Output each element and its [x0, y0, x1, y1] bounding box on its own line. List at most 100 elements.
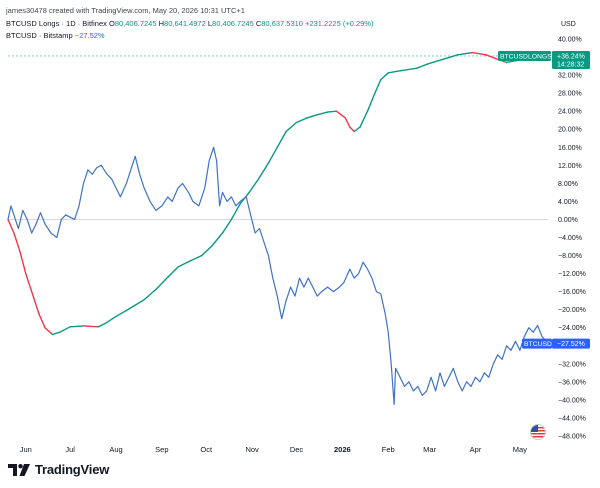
longs-segment	[19, 250, 27, 275]
longs-segment	[442, 54, 459, 61]
longs-segment	[276, 130, 287, 148]
longs-segment	[115, 308, 131, 318]
longs-segment	[295, 117, 308, 124]
y-tick-label: −36.00%	[558, 379, 586, 386]
longs-segment	[326, 110, 338, 113]
y-tick-label: −8.00%	[558, 253, 582, 260]
longs-segment	[69, 325, 85, 328]
btc-badge-value: −27.52%	[557, 341, 585, 348]
btc-series-name: BTCUSD · Bitstamp	[6, 31, 73, 40]
y-tick-label: 0.00%	[558, 217, 578, 224]
longs-segment	[349, 126, 355, 133]
x-tick-label: Jun	[20, 445, 32, 454]
longs-series-name: BTCUSD Longs · 1D · Bitfinex	[6, 19, 107, 28]
y-tick-label: 40.00%	[558, 37, 582, 44]
longs-segment	[211, 232, 224, 247]
longs-segment	[366, 92, 376, 112]
longs-segment	[155, 276, 169, 291]
longs-price-badge: BTCUSDLONGS +36.24% 14:28:32	[498, 50, 590, 69]
y-tick-label: 20.00%	[558, 127, 582, 134]
x-tick-label: Mar	[423, 445, 436, 454]
x-tick-label: Oct	[200, 445, 213, 454]
x-tick-label: Feb	[382, 445, 395, 454]
longs-segment	[316, 111, 329, 116]
longs-segment	[344, 117, 351, 128]
axis-unit-label: USD	[561, 21, 576, 28]
longs-segment	[221, 218, 233, 234]
longs-segment	[177, 260, 191, 268]
btc-price-badge: BTCUSD −27.52%	[522, 338, 590, 349]
y-tick-label: −32.00%	[558, 361, 586, 368]
longs-series-legend[interactable]: BTCUSD Longs · 1D · Bitfinex O80,406.724…	[6, 19, 373, 28]
tradingview-logo[interactable]: TradingView	[8, 462, 109, 477]
longs-segment	[471, 51, 487, 56]
y-tick-label: 12.00%	[558, 163, 582, 170]
us-flag-icon[interactable]	[530, 424, 546, 440]
x-tick-label: May	[513, 445, 527, 454]
longs-segment	[97, 322, 107, 328]
longs-segment	[167, 266, 179, 278]
longs-segment	[353, 126, 361, 133]
longs-segment	[359, 110, 369, 128]
y-tick-label: 16.00%	[558, 145, 582, 152]
longs-segment	[485, 54, 499, 61]
btc-series-change: −27.52%	[74, 31, 105, 40]
longs-segment	[44, 327, 54, 336]
y-tick-label: −40.00%	[558, 397, 586, 404]
longs-segment	[7, 218, 15, 234]
longs-badge-countdown: 14:28:32	[557, 62, 584, 69]
longs-segment	[25, 272, 34, 297]
longs-segment	[415, 63, 429, 70]
longs-segment	[51, 331, 61, 336]
x-tick-label: Jul	[65, 445, 75, 454]
longs-segment	[306, 114, 318, 119]
longs-badge-symbol: BTCUSDLONGS	[500, 53, 552, 60]
y-tick-label: 8.00%	[558, 181, 578, 188]
longs-segment	[143, 288, 157, 301]
x-tick-label: Aug	[109, 445, 122, 454]
longs-segment	[285, 121, 298, 133]
y-tick-label: 28.00%	[558, 91, 582, 98]
chart-author-line: james30478 created with TradingView.com,…	[6, 6, 245, 15]
longs-segment	[104, 315, 117, 324]
longs-segment	[38, 313, 46, 329]
y-tick-label: 24.00%	[558, 109, 582, 116]
y-tick-label: −48.00%	[558, 433, 586, 440]
x-tick-label: Dec	[290, 445, 304, 454]
longs-segment	[189, 254, 203, 262]
longs-segment	[201, 244, 213, 257]
y-axis: 40.00%36.00%32.00%28.00%24.00%20.00%16.0…	[558, 37, 586, 441]
x-tick-label: Sep	[155, 445, 168, 454]
x-tick-label: Apr	[470, 445, 482, 454]
x-tick-label: Nov	[245, 445, 259, 454]
tradingview-logo-icon	[8, 463, 30, 476]
y-tick-label: −12.00%	[558, 271, 586, 278]
btc-badge-symbol: BTCUSD	[524, 341, 552, 348]
x-axis: Jun Jul Aug Sep Oct Nov Dec 2026 Feb Mar Apr May	[20, 445, 528, 454]
longs-segment	[335, 110, 347, 119]
btc-series-legend[interactable]: BTCUSD · Bitstamp −27.52%	[6, 31, 105, 40]
longs-segment	[257, 162, 270, 181]
longs-segment	[128, 299, 145, 310]
tradingview-wordmark: TradingView	[35, 462, 110, 477]
series-btcusd-longs	[7, 51, 549, 336]
longs-segment	[387, 69, 403, 74]
y-tick-label: −20.00%	[558, 307, 586, 314]
y-tick-label: −44.00%	[558, 415, 586, 422]
longs-segment	[267, 146, 278, 164]
x-tick-label: 2026	[334, 445, 351, 454]
y-tick-label: −24.00%	[558, 325, 586, 332]
longs-segment	[59, 326, 71, 333]
longs-segment	[457, 51, 474, 56]
y-tick-label: 4.00%	[558, 199, 578, 206]
longs-segment	[400, 67, 418, 72]
longs-badge-value: +36.24%	[557, 53, 585, 60]
longs-segment	[374, 78, 382, 94]
longs-segment	[32, 295, 40, 315]
y-tick-label: −4.00%	[558, 235, 582, 242]
longs-segment	[248, 179, 259, 194]
y-tick-label: −16.00%	[558, 289, 586, 296]
longs-segment	[380, 72, 389, 81]
longs-segment	[82, 325, 99, 328]
